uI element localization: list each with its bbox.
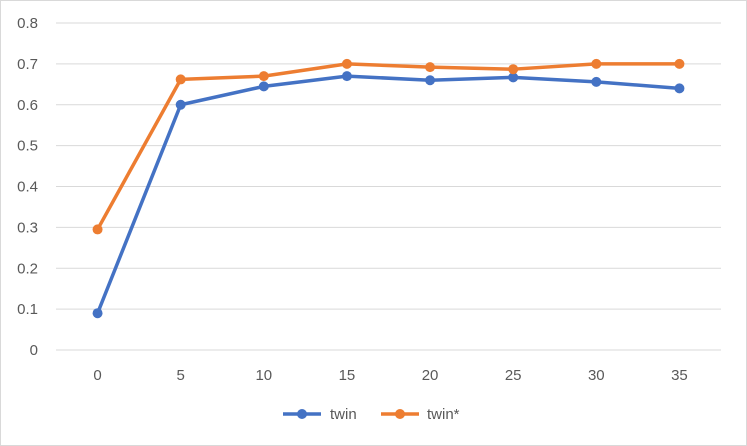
series-lines <box>92 58 685 319</box>
legend-label: twin <box>330 406 357 423</box>
data-point <box>508 72 519 83</box>
x-tick-label: 35 <box>671 367 688 384</box>
legend-swatch-marker <box>297 409 307 419</box>
data-point <box>425 75 436 86</box>
y-tick-label: 0.3 <box>17 219 38 236</box>
legend-swatch-marker <box>395 409 405 419</box>
x-tick-label: 10 <box>255 367 272 384</box>
y-tick-label: 0.5 <box>17 138 38 155</box>
data-point <box>258 81 269 92</box>
series-line <box>95 74 682 315</box>
legend-item: twin* <box>381 406 460 423</box>
x-tick-label: 20 <box>422 367 439 384</box>
data-point <box>341 71 352 82</box>
data-point <box>425 62 436 73</box>
series-twin <box>92 71 685 319</box>
data-point <box>258 71 269 82</box>
data-point <box>92 224 103 235</box>
data-point <box>674 58 685 69</box>
data-point <box>341 58 352 69</box>
x-tick-label: 25 <box>505 367 522 384</box>
legend-item: twin <box>283 406 357 423</box>
y-tick-label: 0.4 <box>17 179 38 196</box>
x-tick-label: 15 <box>339 367 356 384</box>
series-twin-star <box>92 58 685 235</box>
gridlines <box>56 22 721 351</box>
y-tick-label: 0.2 <box>17 260 38 277</box>
data-point <box>175 74 186 85</box>
y-tick-label: 0 <box>30 342 38 359</box>
x-tick-label: 5 <box>177 367 185 384</box>
legend-label: twin* <box>427 406 460 423</box>
x-axis-tick-labels: 0 5 10 15 20 25 30 35 <box>93 367 687 384</box>
legend: twin twin* <box>283 406 460 423</box>
y-tick-label: 0.7 <box>17 56 38 73</box>
x-tick-label: 0 <box>93 367 101 384</box>
y-tick-label: 0.8 <box>17 15 38 32</box>
data-point <box>175 99 186 110</box>
y-tick-label: 0.6 <box>17 97 38 114</box>
series-line <box>95 62 682 232</box>
y-tick-label: 0.1 <box>17 301 38 318</box>
data-point <box>508 64 519 75</box>
y-axis-tick-labels: 0 0.1 0.2 0.3 0.4 0.5 0.6 0.7 0.8 <box>17 15 38 359</box>
x-tick-label: 30 <box>588 367 605 384</box>
data-point <box>591 76 602 87</box>
data-point <box>591 58 602 69</box>
data-point <box>674 83 685 94</box>
data-point <box>92 308 103 319</box>
